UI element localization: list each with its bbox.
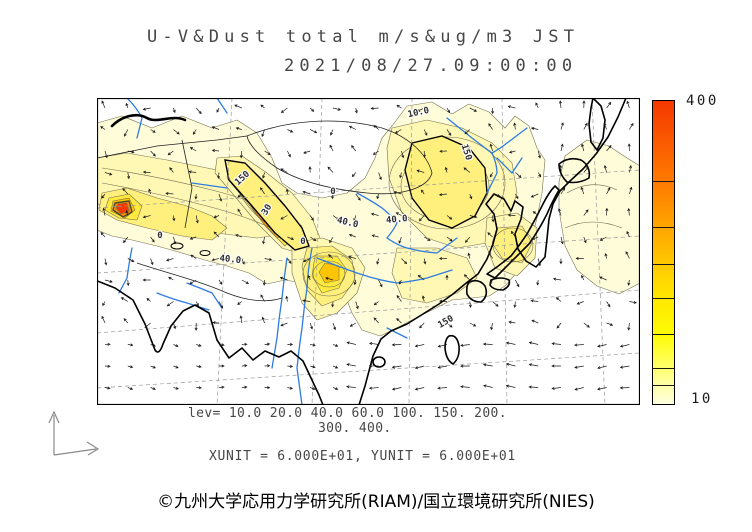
map-panel: 10.0 150 30 40.0 0 150 40.0 0 40.0 0 150 bbox=[97, 98, 640, 405]
wind-arrows bbox=[100, 100, 637, 391]
colorbar-min-label: 10 bbox=[691, 391, 713, 407]
colorbar-max-label: 400 bbox=[686, 93, 719, 109]
colorbar-segment bbox=[653, 264, 674, 298]
contour-label: 0 bbox=[157, 231, 162, 241]
contour-label: 150 bbox=[436, 314, 455, 331]
country-borders bbox=[97, 120, 433, 302]
contour-label: 0 bbox=[330, 187, 335, 197]
colorbar bbox=[652, 100, 675, 405]
colorbar-segment bbox=[653, 227, 674, 264]
axis-units-label: XUNIT = 6.000E+01, YUNIT = 6.000E+01 bbox=[209, 449, 516, 464]
wind-vector-path bbox=[100, 100, 637, 391]
figure-title: U-V&Dust total m/s&ug/m3 JST bbox=[147, 27, 580, 47]
contour-label: 40.0 bbox=[386, 214, 408, 226]
coastlines bbox=[97, 98, 627, 405]
figure-datetime: 2021/08/27.09:00:00 bbox=[284, 56, 578, 76]
credit-line: ©九州大学応用力学研究所(RIAM)/国立環境研究所(NIES) bbox=[157, 492, 595, 512]
colorbar-segment bbox=[653, 298, 674, 334]
contour-label: 0 bbox=[300, 237, 305, 247]
colorbar-segment bbox=[653, 385, 674, 404]
axis-orientation-arrows bbox=[48, 410, 100, 456]
rivers bbox=[118, 98, 528, 405]
contour-label: 40.0 bbox=[219, 254, 242, 266]
contour-levels-line1: lev= 10.0 20.0 40.0 60.0 100. 150. 200. bbox=[188, 406, 507, 421]
graticule-lines bbox=[97, 98, 640, 405]
colorbar-segment bbox=[653, 181, 674, 227]
colorbar-segment bbox=[653, 334, 674, 368]
map-frame bbox=[97, 98, 640, 405]
colorbar-segment bbox=[653, 368, 674, 385]
colorbar-segment bbox=[653, 101, 674, 181]
contour-levels-line2: 300. 400. bbox=[318, 421, 392, 436]
